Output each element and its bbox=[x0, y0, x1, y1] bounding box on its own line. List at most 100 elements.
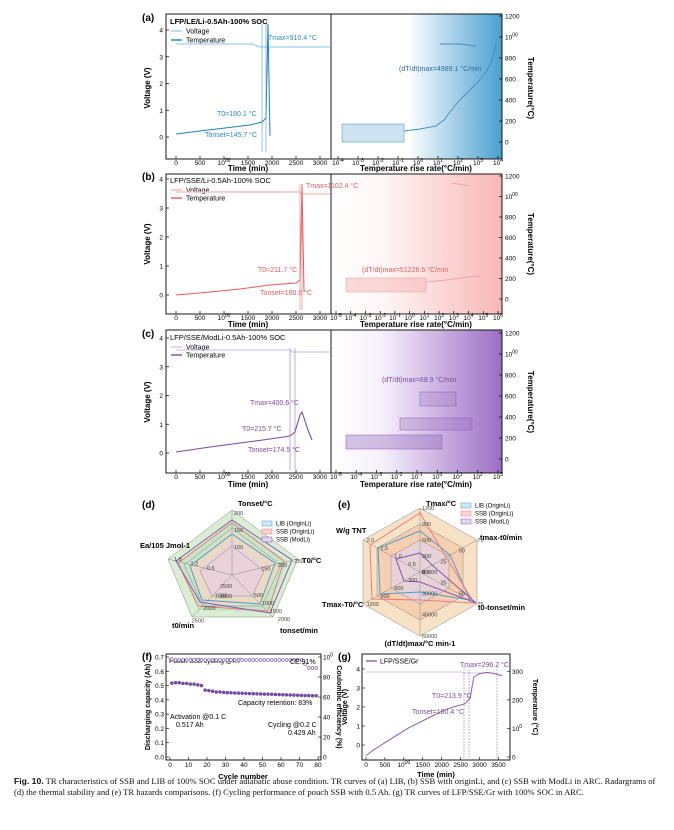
tick-label: 4 bbox=[159, 28, 163, 35]
legend-voltage-label: Voltage bbox=[186, 188, 209, 195]
legend-label: LIB (OriginLi) bbox=[475, 504, 510, 510]
tick-label: 2 bbox=[159, 235, 163, 242]
tick-label: 0 bbox=[512, 755, 516, 762]
tick-label: 103 bbox=[449, 313, 459, 322]
radar-tick-label: 25 bbox=[440, 559, 446, 565]
capacity-point bbox=[199, 683, 204, 688]
tick-label: 101 bbox=[419, 313, 429, 322]
panel-f: (f) Pouch SSB cycling @RT CE:91% Capacit… bbox=[142, 652, 342, 781]
tick-label: 0 bbox=[505, 140, 509, 147]
panel-b-voltage-line bbox=[176, 191, 330, 195]
panel-b-frame bbox=[165, 173, 503, 315]
ce-point bbox=[240, 658, 244, 662]
tick-label: 10-5 bbox=[330, 472, 342, 481]
tick-label: 3000 bbox=[313, 315, 328, 322]
tick-label: 0.6 bbox=[155, 669, 164, 676]
radar-tick-label: 1200 bbox=[422, 506, 434, 512]
capacity-point bbox=[207, 688, 211, 693]
radar-tick-label: 0.5 bbox=[408, 562, 416, 568]
tick-label: 10-2 bbox=[372, 158, 384, 167]
legend-temperature-label: Temperature bbox=[186, 196, 225, 203]
radar-d-axis-label: t0/min bbox=[172, 621, 195, 630]
tick-label: 400 bbox=[505, 98, 516, 105]
capacity-point bbox=[218, 690, 222, 694]
ce-point bbox=[247, 658, 252, 662]
radar-d-axis-label: Tonset/°C bbox=[238, 499, 273, 508]
ce-point bbox=[225, 658, 230, 662]
tick-label: 30 bbox=[222, 762, 230, 769]
ce-point bbox=[170, 657, 174, 661]
tick-label: 10-1 bbox=[392, 158, 404, 167]
tick-label: 1000 bbox=[218, 472, 231, 481]
legend-temperature-label: Temperature bbox=[186, 353, 225, 360]
tick-label: 101 bbox=[433, 158, 443, 167]
panel-a-frame bbox=[165, 13, 503, 160]
radar-tick-label: 0.6 bbox=[207, 566, 215, 572]
capacity-point bbox=[258, 692, 263, 696]
capacity-point bbox=[288, 693, 292, 697]
panel-f-act-cap: 0.517 Ah bbox=[176, 722, 204, 729]
tick-label: 1500 bbox=[416, 762, 431, 769]
panel-f-cycling: Cycling @0.2 C bbox=[268, 722, 317, 729]
tick-label: 20 bbox=[323, 735, 331, 742]
tick-label: 0 bbox=[159, 451, 163, 458]
capacity-point bbox=[232, 691, 237, 695]
tick-label: 2000 bbox=[265, 315, 280, 322]
tick-label: 0 bbox=[168, 762, 172, 769]
capacity-point bbox=[214, 690, 218, 694]
radar-d-ticks: 100 150 200 150 200 250 500 1000 1500 2000 1500 200… bbox=[174, 511, 303, 624]
capacity-point bbox=[203, 688, 207, 692]
tick-label: 1000 bbox=[505, 350, 518, 359]
tick-label: 500 bbox=[379, 762, 390, 769]
panel-b-tonset: Tonset=180.0 °C bbox=[260, 289, 312, 297]
caption-text: TR characteristics of SSB and LIB of 100… bbox=[14, 776, 656, 797]
panel-a: (a) LFP/LE/Li-0.5Ah-100% SOC Voltage Tem… bbox=[142, 13, 535, 173]
tick-label: 102 bbox=[453, 158, 463, 167]
tick-label: 100 bbox=[323, 653, 333, 662]
capacity-point bbox=[269, 692, 274, 697]
tick-label: 2000 bbox=[265, 160, 280, 167]
panel-a-ylabel: Voltage (V) bbox=[143, 67, 152, 109]
capacity-point bbox=[195, 683, 200, 687]
ce-point bbox=[236, 658, 241, 662]
panel-a-rate-label: (dT/dt)max=4989.1 °C/min bbox=[399, 65, 481, 73]
tick-label: 0.5 bbox=[155, 683, 164, 690]
panel-a-ylabel-right: Temperature(°C) bbox=[526, 57, 535, 120]
capacity-point bbox=[177, 680, 181, 685]
tick-label: 2000 bbox=[434, 762, 449, 769]
radar-d-mod bbox=[175, 519, 293, 614]
radar-tick-label: 200 bbox=[234, 511, 243, 517]
ce-point bbox=[177, 658, 181, 662]
ce-point bbox=[196, 658, 200, 662]
radar-tick-label: 25 bbox=[440, 581, 446, 587]
tick-label: 104 bbox=[464, 313, 474, 322]
panel-c-tag: (c) bbox=[142, 329, 154, 340]
tick-label: 3500 bbox=[491, 762, 506, 769]
tick-label: 1500 bbox=[241, 474, 256, 481]
panel-c-t0: T0=215.7 °C bbox=[242, 425, 282, 433]
radar-tick-label: 0 bbox=[422, 570, 425, 576]
tick-label: 500 bbox=[195, 160, 206, 167]
panel-g-frame bbox=[361, 653, 511, 761]
radar-tick-label: 1.8 bbox=[174, 557, 182, 563]
radar-tick-label: 2500 bbox=[192, 618, 204, 624]
panel-f-ticks: 0 10 20 30 40 50 60 70 80 0.0 0.1 0.2 0.3 0.4 0.5 0.6 0.… bbox=[155, 653, 333, 770]
ce-point bbox=[273, 658, 278, 662]
tick-label: 0.2 bbox=[155, 726, 164, 733]
panel-c-right-bg bbox=[331, 330, 502, 473]
capacity-point bbox=[314, 693, 318, 698]
legend-voltage-label: Voltage bbox=[186, 29, 209, 36]
radar-d-grid bbox=[167, 509, 299, 618]
ce-point bbox=[181, 658, 185, 662]
tick-label: 70 bbox=[296, 762, 304, 769]
tick-label: 1000 bbox=[397, 760, 410, 769]
tick-label: 102 bbox=[473, 472, 483, 481]
panel-b-t0: T0=211.7 °C bbox=[258, 266, 297, 274]
tick-label: 800 bbox=[505, 215, 516, 222]
tick-label: 1200 bbox=[505, 14, 520, 21]
radar-e-ticks: 0300600900120002550750255075150003000045… bbox=[367, 506, 484, 640]
panel-g-t0: T0=213.9 °C bbox=[432, 692, 472, 700]
radar-tick-label: 2500 bbox=[220, 584, 232, 590]
radar-tick-label: 2.0 bbox=[367, 538, 375, 544]
radar-tick-label: 75 bbox=[477, 538, 483, 544]
